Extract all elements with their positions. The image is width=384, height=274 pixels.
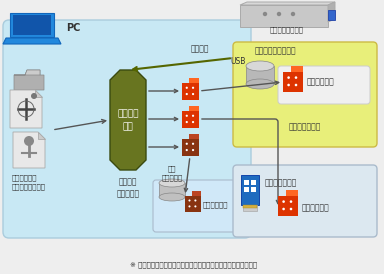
FancyBboxPatch shape [233, 165, 377, 237]
Bar [159, 183, 185, 197]
Circle shape [185, 115, 188, 117]
Text: 物理乱数: 物理乱数 [191, 44, 209, 53]
Bar [243, 205, 257, 211]
Ellipse shape [246, 61, 274, 71]
Ellipse shape [159, 193, 185, 201]
Circle shape [185, 143, 188, 145]
Circle shape [192, 143, 194, 145]
Bar [192, 191, 201, 201]
Text: （＊）物理乱数生成: （＊）物理乱数生成 [255, 46, 296, 55]
Text: PC: PC [66, 23, 80, 33]
Polygon shape [13, 132, 45, 168]
Circle shape [295, 76, 297, 79]
Circle shape [189, 199, 190, 201]
Bar [182, 111, 199, 128]
Circle shape [287, 76, 290, 79]
Text: ※ 分散データ１〜３のいずれか２つにより元のデータを復元可能: ※ 分散データ１〜３のいずれか２つにより元のデータを復元可能 [131, 261, 258, 268]
Bar [286, 190, 298, 202]
Bar [251, 180, 256, 185]
Bar [283, 72, 303, 92]
Text: 分散データ３: 分散データ３ [203, 202, 228, 208]
Text: 内部
ストレージ: 内部 ストレージ [161, 166, 183, 181]
Circle shape [192, 93, 194, 95]
Bar [189, 133, 199, 144]
Circle shape [192, 121, 194, 123]
Bar [244, 180, 249, 185]
Ellipse shape [159, 179, 185, 187]
Text: 医療情報等の
機微情報ファイル: 医療情報等の 機微情報ファイル [12, 174, 46, 190]
Bar [189, 105, 199, 116]
Polygon shape [10, 13, 54, 37]
Circle shape [24, 136, 34, 146]
Text: 分散データ１: 分散データ１ [307, 78, 335, 87]
Text: USB: USB [230, 57, 246, 66]
Circle shape [277, 12, 281, 16]
Circle shape [194, 199, 197, 201]
Bar [246, 66, 274, 84]
Bar [243, 205, 257, 208]
Circle shape [290, 200, 292, 203]
Circle shape [185, 87, 188, 89]
Circle shape [282, 200, 285, 203]
Bar [185, 196, 201, 212]
FancyBboxPatch shape [233, 42, 377, 147]
Circle shape [192, 115, 194, 117]
Polygon shape [328, 2, 335, 22]
Circle shape [291, 12, 295, 16]
Circle shape [263, 12, 267, 16]
Bar [182, 139, 199, 156]
Text: 秘密分散
ドライバー: 秘密分散 ドライバー [116, 177, 139, 198]
FancyBboxPatch shape [278, 66, 370, 104]
Bar [241, 175, 259, 205]
Polygon shape [35, 90, 42, 97]
Text: 外部ストレージ: 外部ストレージ [265, 178, 297, 187]
Circle shape [192, 149, 194, 151]
FancyBboxPatch shape [3, 20, 251, 238]
Circle shape [295, 84, 297, 86]
Bar [251, 187, 256, 192]
Text: 秘密分散
処理: 秘密分散 処理 [117, 109, 139, 131]
FancyBboxPatch shape [153, 180, 249, 232]
Polygon shape [10, 90, 42, 128]
Circle shape [31, 93, 37, 99]
Bar [240, 5, 328, 27]
Polygon shape [14, 70, 44, 90]
Text: ストレージ機能: ストレージ機能 [289, 122, 321, 131]
Circle shape [282, 208, 285, 210]
Bar [328, 10, 335, 20]
Circle shape [189, 205, 190, 207]
Ellipse shape [246, 79, 274, 89]
Text: 分散データ２: 分散データ２ [302, 204, 330, 213]
Bar [182, 83, 199, 100]
Bar [278, 196, 298, 216]
Polygon shape [38, 132, 45, 139]
Circle shape [185, 121, 188, 123]
Polygon shape [3, 38, 61, 44]
Circle shape [185, 93, 188, 95]
Text: 物理乱数ドングル: 物理乱数ドングル [270, 26, 304, 33]
Polygon shape [240, 2, 335, 5]
Bar [244, 187, 249, 192]
Polygon shape [13, 15, 51, 35]
Bar [189, 78, 199, 88]
Circle shape [192, 87, 194, 89]
Polygon shape [110, 70, 146, 170]
Circle shape [290, 208, 292, 210]
Bar [291, 65, 303, 78]
Polygon shape [14, 70, 40, 75]
Circle shape [194, 205, 197, 207]
Circle shape [185, 149, 188, 151]
Circle shape [287, 84, 290, 86]
